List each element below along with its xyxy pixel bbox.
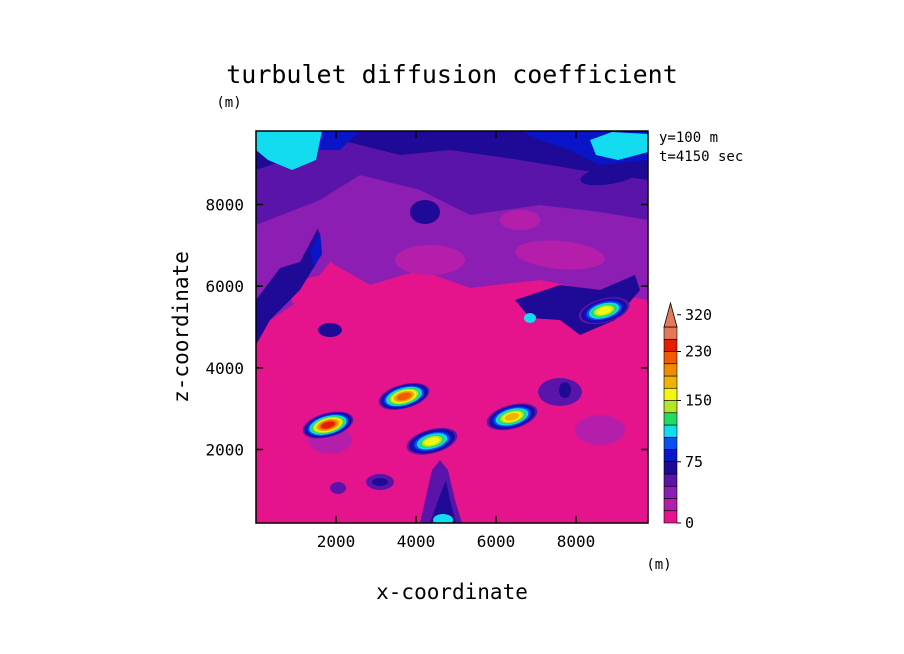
x-axis-ticks: 2000 4000 6000 8000 <box>317 131 596 551</box>
contour-patch-violet <box>575 415 625 445</box>
colorbar-swatch <box>663 510 678 524</box>
colorbar-swatch <box>663 424 678 438</box>
contour-patch-magenta <box>395 245 465 275</box>
x-tick-label: 2000 <box>317 532 356 551</box>
contour-patch-navy <box>410 200 440 224</box>
y-axis-ticks: 2000 4000 6000 8000 <box>205 196 648 460</box>
contour-patch-navy <box>559 382 571 398</box>
colorbar-swatch <box>663 412 678 426</box>
chart-title: turbulet diffusion coefficient <box>226 60 678 89</box>
colorbar-tick-label: 150 <box>685 392 712 410</box>
x-unit-label: (m) <box>646 557 671 573</box>
contour-patch-cyan-left <box>256 131 322 170</box>
colorbar-tick-label: 320 <box>685 306 712 324</box>
colorbar-swatch <box>663 363 678 377</box>
colorbar-tick-label: 75 <box>685 453 703 471</box>
y-tick-label: 6000 <box>205 277 244 296</box>
colorbar-swatch <box>663 326 678 340</box>
colorbar-swatch <box>663 461 678 475</box>
y-unit-label: (m) <box>216 95 241 111</box>
contour-patch-navy <box>372 478 388 486</box>
colorbar-swatch <box>663 485 678 499</box>
colorbar-tick-label: 230 <box>685 343 712 361</box>
contour-cell-level <box>596 306 612 315</box>
contour-cell-navy <box>318 323 342 337</box>
contour-plume-navy <box>430 480 456 523</box>
x-tick-label: 6000 <box>477 532 516 551</box>
plot-frame <box>255 130 649 524</box>
colorbar-swatch <box>663 375 678 389</box>
contour-patch-navy <box>580 164 640 186</box>
colorbar-tick-label: 0 <box>685 514 694 532</box>
contour-patch-magenta <box>500 210 540 230</box>
y-axis-label: z-coordinate <box>169 251 193 403</box>
colorbar-swatch <box>663 449 678 463</box>
contour-fills <box>256 131 648 523</box>
annotation-y: y=100 m <box>659 130 718 146</box>
y-tick-label: 4000 <box>205 359 244 378</box>
contour-patch-magenta <box>290 275 370 315</box>
contour-cell-level <box>504 412 520 421</box>
colorbar-swatch <box>663 400 678 414</box>
colorbar-swatch <box>663 436 678 450</box>
colorbar-extend-arrow <box>663 301 678 328</box>
colorbar-swatch <box>663 338 678 352</box>
contour-cell-level <box>397 392 411 401</box>
y-tick-label: 8000 <box>205 196 244 215</box>
colorbar: 0 75 150 230 320 <box>663 301 712 532</box>
colorbar-swatch <box>663 351 678 365</box>
contour-streak-blue <box>310 232 322 268</box>
contour-patch-cyan-right <box>590 132 648 160</box>
contour-cell-level <box>424 437 440 446</box>
contour-patch-purple <box>330 482 346 494</box>
x-tick-label: 4000 <box>397 532 436 551</box>
contour-patch-magenta <box>515 240 605 270</box>
colorbar-swatch <box>663 473 678 487</box>
colorbar-swatch <box>663 498 678 512</box>
contour-cell-cyan <box>524 313 536 323</box>
x-tick-label: 8000 <box>557 532 596 551</box>
plot-area: 2000 4000 6000 8000 2000 4000 6000 8000 <box>205 130 649 551</box>
y-tick-label: 2000 <box>205 441 244 460</box>
contour-cell-level <box>321 421 335 429</box>
x-axis-label: x-coordinate <box>376 580 528 604</box>
annotation-t: t=4150 sec <box>659 149 743 165</box>
contour-streak-navy <box>256 228 322 345</box>
colorbar-swatch <box>663 387 678 401</box>
contour-plume-cyan <box>433 514 453 523</box>
